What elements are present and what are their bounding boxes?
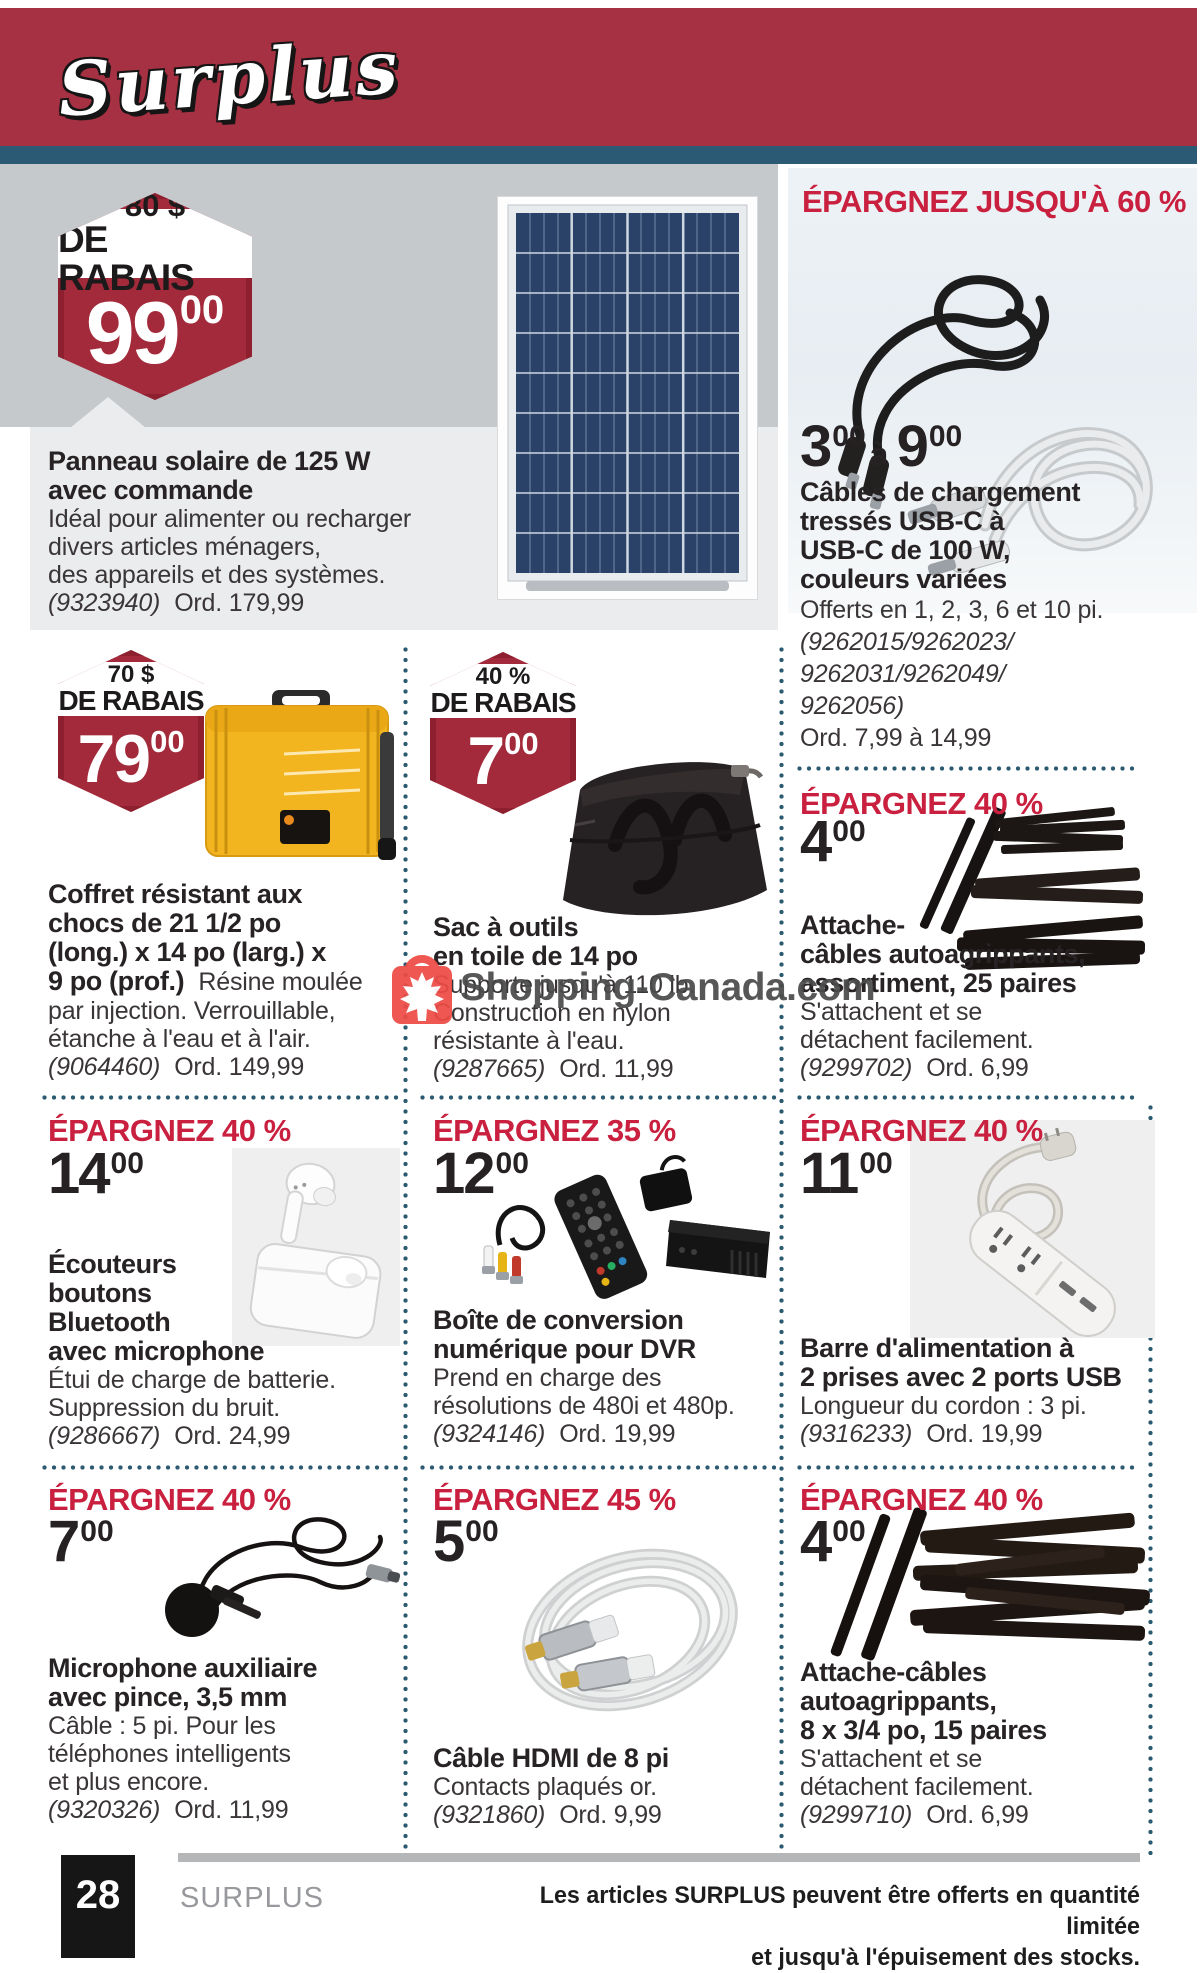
regular-price: Ord. 19,99 <box>559 1420 676 1448</box>
savings-label: ÉPARGNEZ 40 % <box>800 786 1043 821</box>
regular-price: Ord. 19,99 <box>926 1420 1043 1448</box>
discount-badge-bag: 40 % DE RABAIS 7 00 <box>430 652 576 814</box>
regular-price: Ord. 179,99 <box>174 589 305 617</box>
footer-divider-bar <box>178 1853 1140 1862</box>
earbuds-photo <box>232 1148 400 1346</box>
solar-text: Panneau solaire de 125 W avec commande I… <box>48 446 478 618</box>
regular-price: Ord. 9,99 <box>559 1801 662 1829</box>
watermark: Shopping-Canada.com <box>391 950 876 1026</box>
price: 400 <box>800 809 866 874</box>
price: 500 <box>433 1509 499 1574</box>
part-number: 9262056) <box>800 692 905 720</box>
header-teal-stripe <box>0 146 1197 164</box>
usb-cables-photo <box>800 225 1190 620</box>
savings-label: ÉPARGNEZ 35 % <box>433 1113 676 1148</box>
price: 1100 <box>800 1141 893 1206</box>
solar-band-notch <box>70 397 146 428</box>
badge-price: 99 00 <box>85 282 225 382</box>
page-number: 28 <box>75 1873 121 1917</box>
row-separator <box>797 1095 1135 1100</box>
velcro25-text: Attache- câbles autoagrippants, assortim… <box>800 910 1086 1083</box>
hdmi-text: Câble HDMI de 8 pi Contacts plaqués or. … <box>433 1743 669 1830</box>
footer-note: Les articles SURPLUS peuvent être offert… <box>539 1882 1140 1971</box>
solar-panel-image <box>507 204 748 591</box>
earbuds-text: Écouteurs boutons Bluetooth avec microph… <box>48 1249 336 1451</box>
usb-text: Câbles de chargement tressés USB-C à USB… <box>800 478 1190 754</box>
regular-price: Ord. 149,99 <box>174 1053 305 1081</box>
part-number: (9324146) <box>433 1420 546 1448</box>
bag-text: Sac à outils en toile de 14 po Supporte … <box>433 912 696 1084</box>
row-separator <box>797 1465 1135 1470</box>
maple-leaf-bag-icon <box>392 955 452 1024</box>
savings-label: ÉPARGNEZ 40 % <box>48 1113 291 1148</box>
part-number: (9321860) <box>433 1801 546 1829</box>
mic-text: Microphone auxiliaire avec pince, 3,5 mm… <box>48 1653 318 1825</box>
powerbar-photo <box>910 1120 1155 1338</box>
column-separator <box>403 647 408 1855</box>
price: 300 à 900 <box>800 414 963 479</box>
bag-photo <box>535 695 785 940</box>
footer-section-label: SURPLUS <box>180 1882 324 1914</box>
regular-price: Ord. 11,99 <box>174 1796 289 1824</box>
watermark-text: Shopping-Canada.com <box>460 966 876 1009</box>
regular-price: Ord. 7,99 à 14,99 <box>800 724 992 752</box>
part-number: 9262031/9262049/ <box>800 660 1006 688</box>
page-number-box: 28 <box>61 1855 135 1958</box>
part-number: (9262015/9262023/ <box>800 628 1014 656</box>
savings-label: ÉPARGNEZ 45 % <box>433 1482 676 1517</box>
product-title: Panneau solaire de 125 W <box>48 446 371 476</box>
dvr-text: Boîte de conversion numérique pour DVR P… <box>433 1305 735 1449</box>
row-separator <box>797 766 1135 771</box>
discount-badge-solar: 80 $ DE RABAIS 99 00 <box>58 193 252 400</box>
price: 1200 <box>433 1141 529 1206</box>
savings-label: ÉPARGNEZ 40 % <box>800 1113 1043 1148</box>
price: 400 <box>800 1509 866 1574</box>
dvr-photo <box>470 1150 780 1315</box>
powerbar-text: Barre d'alimentation à 2 prises avec 2 p… <box>800 1333 1122 1449</box>
regular-price: Ord. 24,99 <box>174 1422 291 1450</box>
column-separator <box>779 647 784 1855</box>
column-separator <box>1148 1105 1153 1855</box>
part-number: (9320326) <box>48 1796 161 1824</box>
part-number: (9287665) <box>433 1055 546 1083</box>
regular-price: Ord. 11,99 <box>559 1055 674 1083</box>
row-separator <box>42 1095 400 1100</box>
header-red-band <box>0 8 1197 146</box>
case-photo <box>192 662 402 889</box>
part-number: (9286667) <box>48 1422 161 1450</box>
mic-photo <box>130 1492 405 1662</box>
part-number: (9316233) <box>800 1420 913 1448</box>
row-separator <box>420 1465 781 1470</box>
savings-label: ÉPARGNEZ JUSQU'À 60 % <box>802 184 1186 219</box>
velcro25-photo <box>905 795 1155 1010</box>
regular-price: Ord. 6,99 <box>926 1054 1029 1082</box>
price: 1400 <box>48 1141 144 1206</box>
row-separator <box>42 1465 400 1470</box>
solar-panel-photo <box>497 196 758 600</box>
row-separator <box>420 1095 781 1100</box>
hdmi-photo <box>480 1520 770 1750</box>
velcro15-text: Attache-câbles autoagrippants, 8 x 3/4 p… <box>800 1657 1047 1830</box>
case-text: Coffret résistant aux chocs de 21 1/2 po… <box>48 879 363 1082</box>
savings-label: ÉPARGNEZ 40 % <box>800 1482 1043 1517</box>
discount-badge-case: 70 $ DE RABAIS 79 00 <box>58 650 204 812</box>
velcro15-photo <box>825 1500 1160 1675</box>
part-number: (9299710) <box>800 1801 913 1829</box>
product-title: avec commande <box>48 475 253 505</box>
savings-label: ÉPARGNEZ 40 % <box>48 1482 291 1517</box>
regular-price: Ord. 6,99 <box>926 1801 1029 1829</box>
part-number: (9299702) <box>800 1054 913 1082</box>
part-number: (9323940) <box>48 589 161 617</box>
price: 700 <box>48 1509 114 1574</box>
part-number: (9064460) <box>48 1053 161 1081</box>
